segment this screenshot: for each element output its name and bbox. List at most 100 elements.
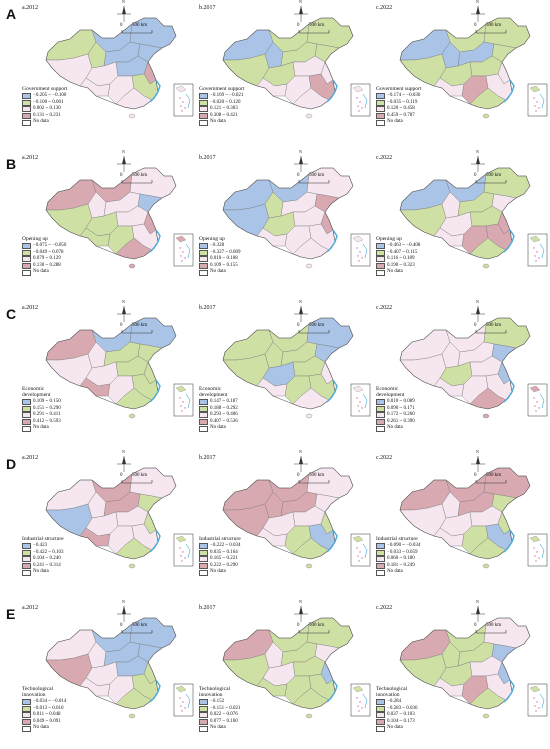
inset-map <box>350 683 371 717</box>
legend-item: No data <box>199 425 238 432</box>
legend-swatch <box>22 705 31 712</box>
legend-swatch <box>199 719 208 726</box>
panel-year-label: a.2012 <box>22 455 39 461</box>
legend-swatch <box>199 543 208 550</box>
legend-label: −0.422 ~ 0.103 <box>33 549 64 555</box>
row-letter: B <box>6 156 17 172</box>
legend-item: No data <box>199 119 244 126</box>
choropleth-map <box>45 606 194 719</box>
legend-label: 0.308 ~ 0.421 <box>210 112 238 118</box>
row-letter: C <box>6 306 17 322</box>
island-region <box>128 263 136 269</box>
legend-item: 0.121 ~ 0.303 <box>199 106 244 113</box>
map-legend: Government support −0.205 ~ −0.100 −0.100 … <box>22 86 67 126</box>
legend-swatch <box>199 712 208 719</box>
map-panel: b.2017 N 0 500 km Technological innovation −0… <box>197 599 372 746</box>
scale-zero-label: 0 <box>474 173 477 178</box>
panel-year-label: b.2017 <box>199 155 216 161</box>
scale-bar <box>298 630 330 634</box>
compass-north-label: N <box>122 449 125 454</box>
legend-swatch <box>22 263 31 270</box>
compass-north-label: N <box>299 299 302 304</box>
map-panel: c.2022 N 0 500 km Government support −0.174 ~… <box>374 0 549 146</box>
legend-item: −0.152 <box>199 699 241 706</box>
legend-label: No data <box>387 269 403 275</box>
legend-item: No data <box>199 569 241 576</box>
coastline <box>149 79 161 103</box>
legend-swatch <box>199 93 208 100</box>
legend-swatch <box>22 563 31 570</box>
legend-label: No data <box>210 269 226 275</box>
legend-item: −0.222 ~ 0.034 <box>199 543 241 550</box>
legend-item: 0.120 ~ 0.458 <box>376 106 421 113</box>
scale-distance-label: 500 km <box>132 323 148 328</box>
legend-label: −0.152 <box>210 699 225 704</box>
legend-label: −0.463 ~ −0.408 <box>387 243 421 248</box>
legend-item: 0.459 ~ 0.787 <box>376 113 421 120</box>
legend-label: −0.283 ~ 0.036 <box>387 705 418 711</box>
legend-swatch <box>22 569 31 576</box>
legend-swatch <box>22 725 31 732</box>
legend-item: 0.188 ~ 0.292 <box>199 406 238 413</box>
map-legend: Opening up −0.463 ~ −0.408 −0.407 ~ 0.115 0… <box>376 236 420 276</box>
map-legend: Economic development 0.147 ~ 0.187 0.188 ~… <box>199 386 238 432</box>
legend-item: 0.109 ~ 0.155 <box>199 263 241 270</box>
scale-distance-label: 500 km <box>486 623 502 628</box>
legend-item: 0.037 ~ 0.103 <box>376 712 418 719</box>
island-region <box>128 113 136 119</box>
legend-item: 0.022 ~ 0.076 <box>199 712 241 719</box>
scale-bar <box>121 30 153 34</box>
choropleth-map <box>222 606 371 719</box>
row-letter: A <box>6 6 17 22</box>
legend-label: −0.327 ~ 0.009 <box>210 249 241 255</box>
legend-item: −0.422 ~ 0.103 <box>22 550 64 557</box>
choropleth-map <box>399 6 548 119</box>
legend-item: 0.291 ~ 0.411 <box>22 412 61 419</box>
legend-swatch <box>22 99 31 106</box>
legend-swatch <box>376 243 385 250</box>
choropleth-map <box>222 456 371 569</box>
legend-label: −0.049 ~ 0.078 <box>33 249 64 255</box>
legend-title: Technological innovation <box>22 686 54 698</box>
map-legend: Industrial structure −0.090 ~ −0.034 −0.03… <box>376 536 420 576</box>
legend-label: 0.261 ~ 0.390 <box>387 418 415 424</box>
legend-label: No data <box>210 425 226 431</box>
panel-year-label: c.2022 <box>376 155 393 161</box>
map-legend: Technological innovation −0.152 −0.151 ~ 0… <box>199 686 241 732</box>
legend-label: No data <box>210 725 226 731</box>
legend-item: 0.261 ~ 0.390 <box>376 419 415 426</box>
compass-north-label: N <box>299 449 302 454</box>
legend-item: No data <box>22 725 66 732</box>
legend-title: Opening up <box>199 236 225 242</box>
scale-distance-label: 500 km <box>486 323 502 328</box>
legend-title: Opening up <box>376 236 402 242</box>
inset-map <box>173 83 194 117</box>
legend-swatch <box>199 119 208 126</box>
legend-label: 0.035 ~ 0.164 <box>210 549 238 555</box>
scale-distance-label: 500 km <box>132 623 148 628</box>
legend-swatch <box>376 405 385 412</box>
legend-item: 0.172 ~ 0.260 <box>376 412 415 419</box>
legend-item: 0.181 ~ 0.249 <box>376 563 420 570</box>
legend-item: 0.293 ~ 0.406 <box>199 412 238 419</box>
map-panel: c.2022 N 0 500 km Opening up −0.463 ~ −0.408−… <box>374 149 549 296</box>
legend-label: 0.077 ~ 0.160 <box>210 718 238 724</box>
scale-zero-label: 0 <box>474 473 477 478</box>
compass-icon <box>294 6 308 22</box>
coastline <box>326 679 338 703</box>
legend-item: −0.049 ~ 0.078 <box>22 250 66 257</box>
scale-zero-label: 0 <box>120 473 123 478</box>
choropleth-map <box>45 456 194 569</box>
legend-label: −0.174 ~ −0.036 <box>387 93 421 98</box>
scale-distance-label: 500 km <box>486 23 502 28</box>
legend-item: −0.075 ~ −0.050 <box>22 243 66 250</box>
inset-map <box>527 83 548 117</box>
scale-distance-label: 500 km <box>132 473 148 478</box>
legend-item: 0.109 ~ 0.150 <box>22 399 61 406</box>
coastline <box>326 379 338 403</box>
legend-item: No data <box>199 269 241 276</box>
panel-year-label: b.2017 <box>199 5 216 11</box>
legend-swatch <box>199 419 208 426</box>
island-region <box>305 263 313 269</box>
scale-bar <box>475 180 507 184</box>
